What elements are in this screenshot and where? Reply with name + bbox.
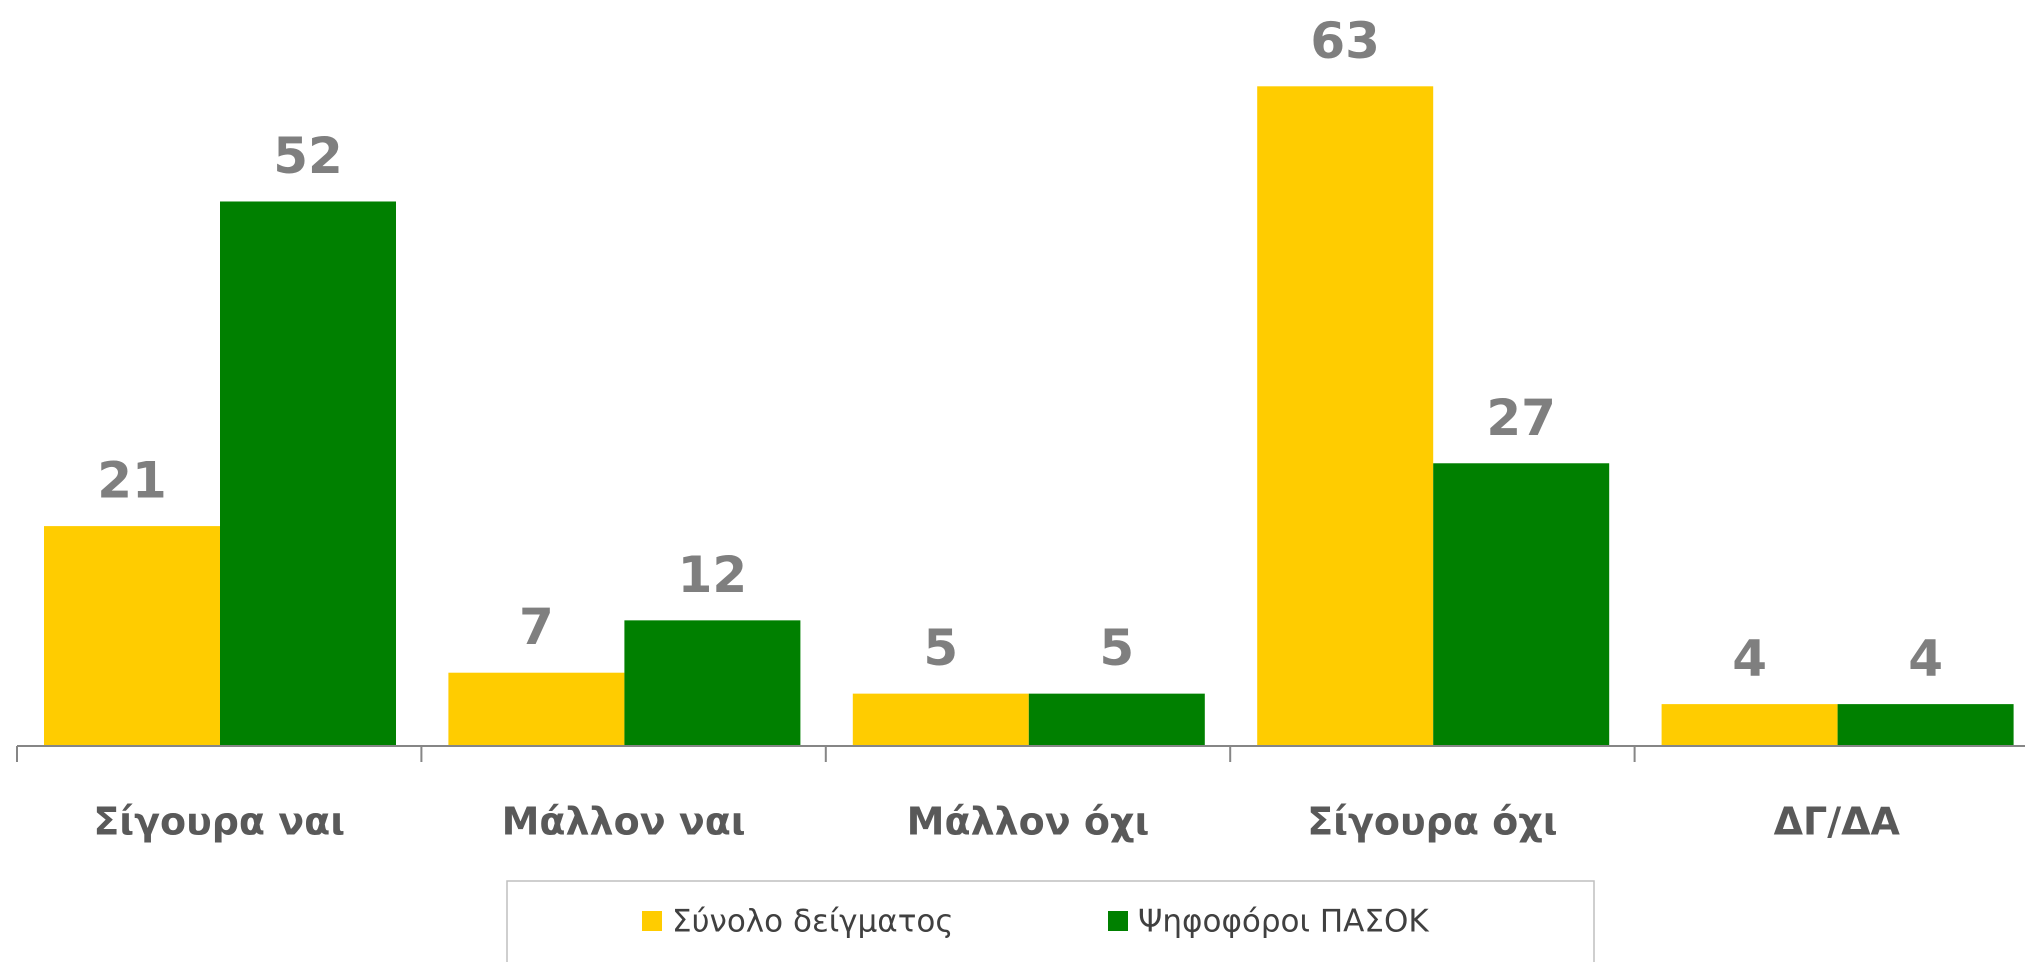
x-tick-label: Σίγουρα ναι: [93, 800, 345, 844]
data-label: 27: [1486, 389, 1556, 447]
legend-swatch: [642, 911, 662, 931]
bar: [1433, 463, 1610, 746]
bar: [220, 201, 396, 746]
bar: [448, 672, 625, 746]
bar: [852, 693, 1029, 746]
data-label: 12: [678, 546, 748, 604]
data-label: 5: [923, 619, 958, 677]
data-label: 52: [273, 127, 343, 185]
data-label: 63: [1310, 12, 1380, 70]
data-label: 21: [97, 452, 167, 510]
legend-box: [506, 880, 1595, 962]
bar: [44, 526, 220, 746]
x-tick-label: Μάλλον ναι: [502, 800, 746, 844]
data-label: 4: [1908, 630, 1943, 688]
bar: [1028, 693, 1205, 746]
legend-label: Σύνολο δείγματος: [672, 904, 954, 940]
bar: [1257, 86, 1434, 747]
data-label: 5: [1099, 619, 1134, 677]
legend-label: Ψηφοφόροι ΠΑΣΟΚ: [1138, 904, 1429, 940]
bar: [624, 620, 801, 746]
legend-swatch: [1108, 911, 1128, 931]
data-label: 4: [1732, 630, 1767, 688]
bar: [1837, 704, 2014, 746]
x-tick-label: Σίγουρα όχι: [1307, 800, 1557, 844]
x-tick-label: Μάλλον όχι: [907, 800, 1150, 844]
data-label: 7: [519, 598, 554, 656]
bar: [1661, 704, 1838, 746]
x-tick-label: ΔΓ/ΔΑ: [1774, 800, 1901, 844]
